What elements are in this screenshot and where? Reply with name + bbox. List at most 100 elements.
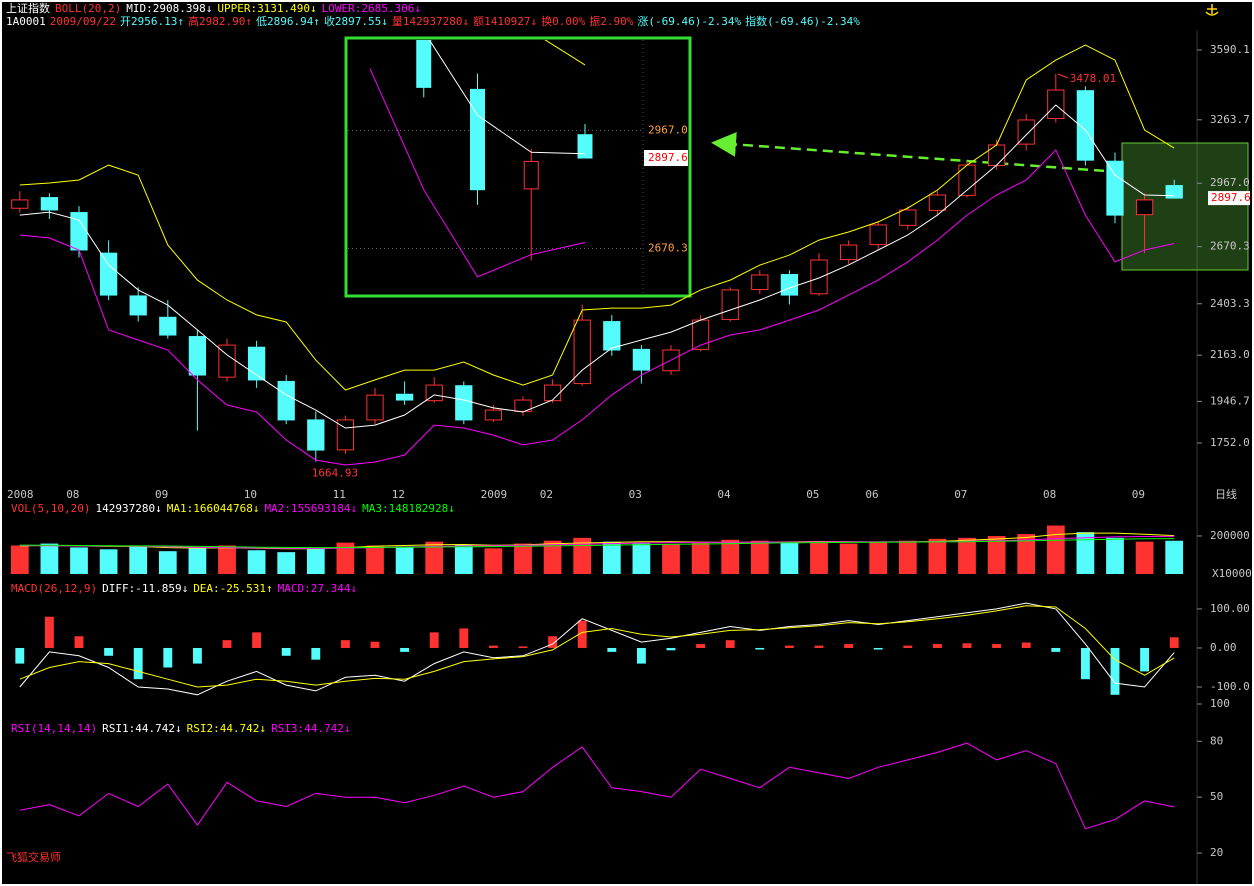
volume-bar — [543, 540, 562, 574]
max-pointer — [1057, 73, 1068, 79]
period-label: 日线 — [1215, 487, 1237, 501]
x-tick-label: 11 — [333, 488, 346, 501]
legend-item: LOWER:2685.306↓ — [322, 2, 421, 15]
legend-item: VOL(5,10,20) — [11, 502, 90, 515]
legend-item: DEA:-25.531↑ — [193, 582, 272, 595]
y-tick-label: -100.0 — [1210, 680, 1250, 693]
y-tick-label: 200000 — [1210, 529, 1250, 542]
anchor-icon — [1205, 4, 1219, 16]
legend-item: RSI2:44.742↓ — [187, 722, 266, 735]
candle-body — [751, 274, 769, 291]
chart-title: 上证指数 — [6, 1, 50, 15]
volume-bar — [810, 542, 828, 574]
legend-item: UPPER:3131.490↓ — [217, 2, 316, 15]
volume-bar — [987, 535, 1006, 574]
volume-bar — [70, 547, 88, 574]
macd-bar — [104, 647, 114, 656]
unit-label: X10000 — [1212, 567, 1252, 580]
x-tick-label: 09 — [155, 488, 168, 501]
macd-bar — [311, 647, 321, 660]
volume-bar — [99, 549, 118, 574]
legend-item: MACD(26,12,9) — [11, 582, 97, 595]
legend-item: RSI(14,14,14) — [11, 722, 97, 735]
x-tick-label: 06 — [865, 488, 878, 501]
legend-item: RSI3:44.742↓ — [271, 722, 350, 735]
candle-body — [40, 197, 59, 211]
info-item: 额1410927↓ — [473, 15, 537, 28]
x-tick-label: 12 — [392, 488, 405, 501]
y-tick-label: 0.00 — [1210, 641, 1237, 654]
volume-bar — [425, 541, 444, 574]
macd-bar — [784, 645, 794, 648]
y-tick-label: 2403.3 — [1210, 297, 1250, 310]
volume-bar — [691, 542, 710, 574]
macd-bar — [873, 647, 883, 650]
legend-item: RSI1:44.742↓ — [102, 722, 181, 735]
candle-body — [1135, 199, 1154, 216]
candle-body — [470, 88, 485, 191]
macd-bar — [1051, 647, 1061, 652]
macd-bar — [962, 643, 972, 648]
x-tick-label: 05 — [806, 488, 819, 501]
candle-body — [1106, 160, 1124, 216]
candle-body — [721, 289, 739, 320]
x-tick-label: 09 — [1132, 488, 1145, 501]
candle-body — [603, 321, 621, 351]
macd-bar — [1110, 647, 1120, 695]
volume-bar — [1135, 541, 1154, 574]
info-line: 1A0001 2009/09/22 开2956.13↑ 高2982.90↑ 低2896.… — [6, 14, 860, 28]
y-tick-label: 2163.0 — [1210, 348, 1250, 361]
y-tick-label: 20 — [1210, 846, 1223, 859]
min-annotation: 1664.93 — [312, 467, 358, 480]
candle-body — [416, 40, 432, 88]
macd-bar — [932, 644, 942, 648]
volume-bar — [10, 545, 29, 574]
info-item: 1A0001 — [6, 15, 46, 28]
info-item: 高2982.90↑ — [188, 14, 252, 28]
info-item: 振2.90% — [589, 14, 633, 28]
footer-brand: 飞狐交易师 — [6, 850, 61, 864]
info-item: 换0.00% — [541, 14, 585, 28]
volume-bar — [721, 539, 740, 574]
legend: RSI(14,14,14) RSI1:44.742↓ RSI2:44.742↓ RSI… — [11, 722, 351, 735]
band-line — [19, 104, 1175, 429]
candle-body — [484, 409, 503, 421]
x-tick-label: 2008 — [7, 488, 34, 501]
max-annotation: 3478.01 — [1070, 72, 1116, 85]
candle-body — [1047, 89, 1065, 119]
x-tick-label: 03 — [629, 488, 642, 501]
macd-bar — [252, 632, 262, 648]
candle-body — [99, 252, 118, 296]
macd-bar — [1080, 647, 1090, 680]
inset-price-tag — [644, 150, 688, 167]
info-item: 指数(-69.46)-2.34% — [745, 14, 860, 28]
legend-item: MID:2908.398↓ — [126, 2, 212, 15]
legend-item: MA3:148182928↓ — [362, 502, 455, 515]
volume-bar — [247, 550, 266, 574]
macd-bar — [1169, 637, 1179, 648]
macd-bar — [1021, 642, 1031, 648]
candle-body — [159, 316, 177, 336]
candle-body — [577, 134, 593, 159]
volume-bar — [366, 545, 384, 574]
candle-body — [366, 394, 384, 421]
volume-bar — [602, 541, 621, 574]
macd-bar — [755, 647, 765, 650]
candle-body — [218, 344, 236, 378]
macd-bar — [74, 636, 84, 648]
volume-bar — [454, 544, 473, 574]
volume-bar — [780, 541, 799, 574]
candle-body — [543, 384, 562, 402]
macd-bar — [696, 644, 706, 648]
volume-bar — [514, 543, 532, 574]
macd-bar — [429, 632, 439, 648]
y-tick-label: 100 — [1210, 697, 1230, 710]
volume-bar — [573, 537, 592, 574]
volume-bar — [336, 542, 355, 574]
candle-body — [899, 209, 917, 226]
info-item: 量142937280↓ — [392, 15, 469, 28]
candle-body — [632, 348, 651, 371]
legend-item: DIFF:-11.859↓ — [102, 582, 188, 595]
zoom-arrow — [711, 131, 1121, 174]
